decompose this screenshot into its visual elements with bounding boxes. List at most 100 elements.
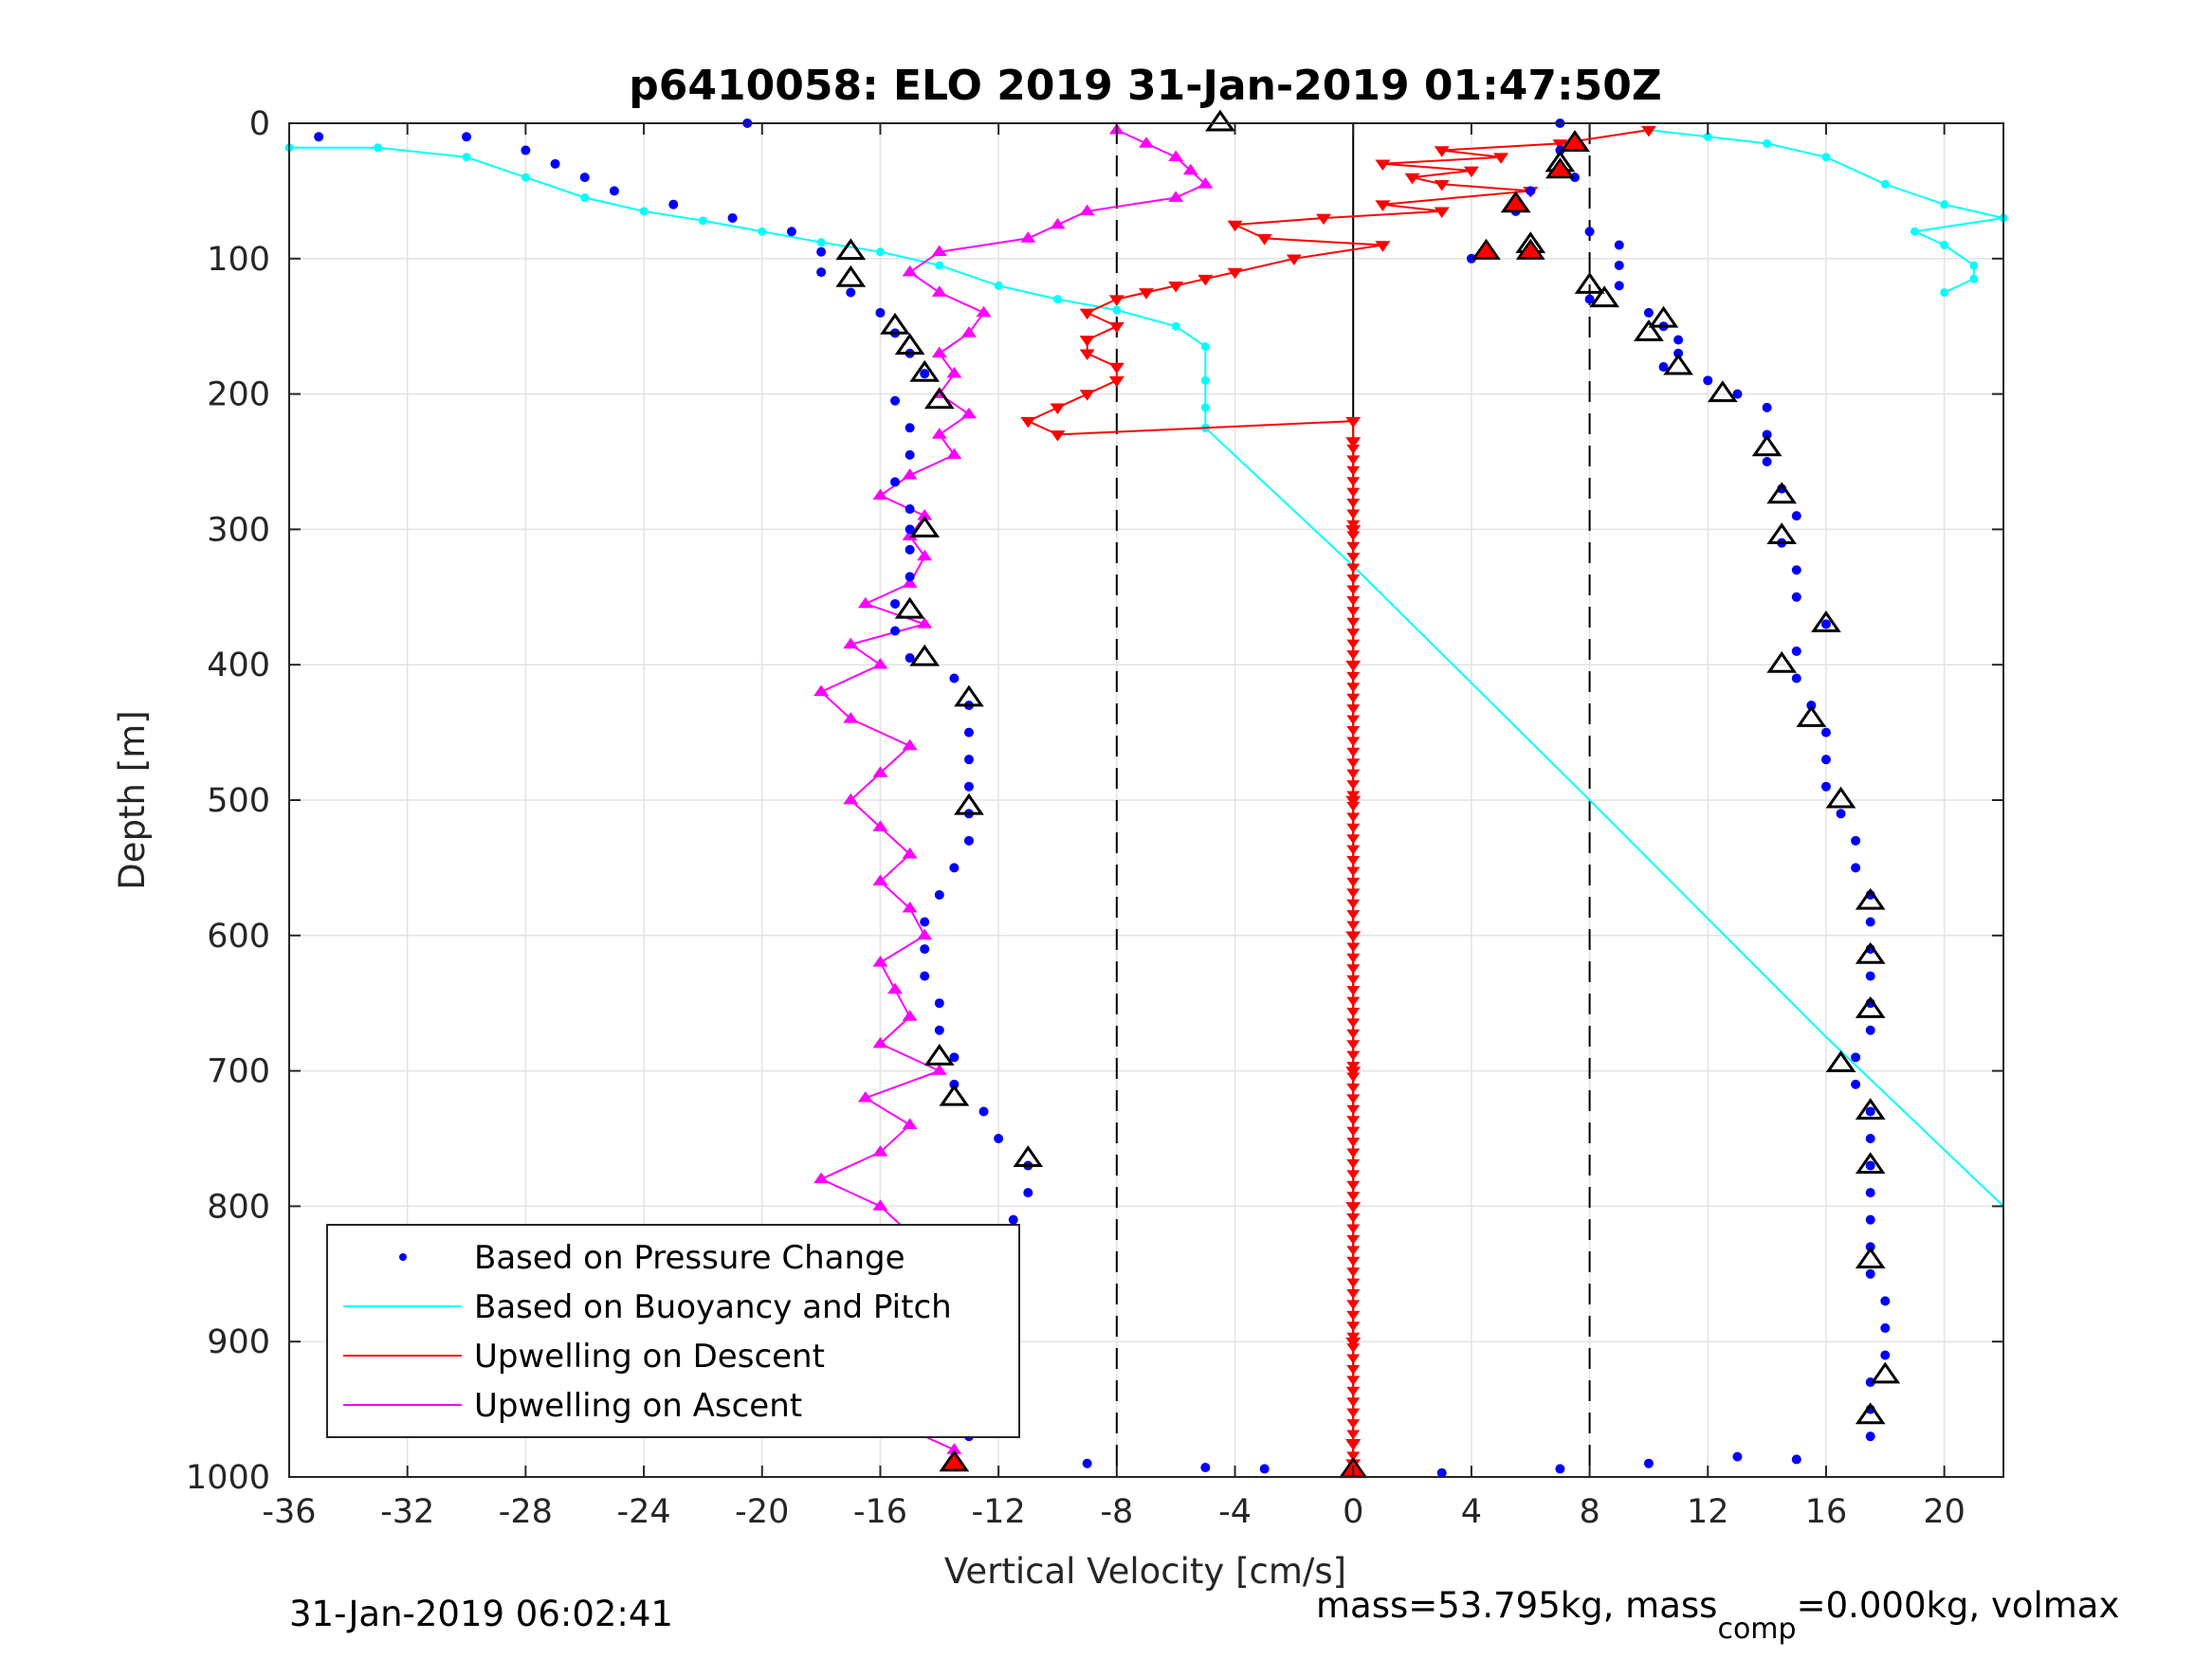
ascent-upwelling-point (902, 264, 918, 277)
ascent-upwelling-point (931, 245, 947, 256)
pressure-ascent-point (890, 395, 901, 406)
descent-upwelling-point (1493, 153, 1509, 164)
special-marker (1501, 191, 1531, 212)
descent-upwelling-column-point (1346, 812, 1361, 823)
x-tick-label: -32 (380, 1493, 434, 1531)
ensemble-descent-marker (1855, 996, 1886, 1018)
x-tick-label: -20 (735, 1493, 789, 1531)
descent-upwelling-column-point (1346, 1364, 1361, 1376)
ascent-upwelling-point (814, 684, 830, 697)
pressure-ascent-point (934, 998, 944, 1009)
descent-upwelling-column-point (1346, 1138, 1361, 1148)
ascent-upwelling-point (902, 1118, 918, 1130)
y-tick-label: 500 (207, 782, 270, 820)
buoyancy-point (875, 247, 885, 257)
ensemble-ascent-marker (909, 359, 941, 382)
pressure-ascent-point (905, 653, 915, 664)
descent-upwelling-column-point (1346, 649, 1361, 661)
ascent-upwelling-point (843, 712, 859, 723)
pressure-ascent-point (846, 287, 856, 298)
descent-upwelling-point (1079, 336, 1095, 347)
y-tick-label: 800 (207, 1188, 270, 1226)
ascent-upwelling-point (902, 1010, 918, 1021)
buoyancy-point (935, 261, 944, 270)
ascent-upwelling-point (960, 326, 977, 337)
descent-upwelling-point (1108, 321, 1124, 334)
pressure-ascent-point (963, 755, 974, 765)
buoyancy-point-upper-right (1880, 179, 1890, 189)
pressure-descent-point (1658, 362, 1669, 373)
ensemble-descent-marker (1870, 1361, 1901, 1384)
pressure-descent-point (1791, 511, 1801, 521)
descent-upwelling-column-point (1346, 801, 1361, 812)
buoyancy-point (816, 238, 826, 247)
descent-upwelling-point (1108, 295, 1124, 306)
descent-upwelling-column-point (1346, 509, 1361, 520)
pressure-ascent-point (905, 544, 915, 555)
descent-upwelling-column-point (1346, 1062, 1361, 1072)
descent-upwelling-column-point (1346, 541, 1361, 552)
ascent-upwelling-point (917, 928, 933, 940)
pressure-ascent-point (920, 369, 930, 379)
y-tick-label: 1000 (186, 1459, 270, 1497)
buoyancy-point-upper-right (1940, 241, 1949, 250)
ensemble-descent-marker (1825, 786, 1856, 809)
pressure-ascent-point (579, 173, 590, 183)
descent-upwelling-point (1079, 390, 1095, 401)
ensemble-ascent-marker (909, 516, 941, 538)
descent-upwelling-column-point (1346, 499, 1361, 509)
pressure-ascent-point (949, 1052, 960, 1063)
descent-upwelling-point (1345, 437, 1362, 448)
legend-label-buoyancy: Based on Buoyancy and Pitch (474, 1288, 952, 1326)
descent-upwelling-column-point (1346, 899, 1361, 909)
descent-upwelling-column-point (1346, 1234, 1361, 1245)
descent-upwelling-column-point (1346, 639, 1361, 649)
descent-upwelling-column-point (1346, 1332, 1361, 1342)
descent-upwelling-point (1434, 179, 1450, 191)
descent-upwelling-column-point (1346, 1354, 1361, 1364)
descent-upwelling-column-point (1346, 1180, 1361, 1191)
footer-mass-part2: =0.000kg, volmax (1797, 1585, 2120, 1626)
ascent-upwelling-point (1139, 137, 1154, 148)
buoyancy-point (698, 216, 707, 226)
pressure-descent-point (1570, 173, 1580, 183)
pressure-bottom-point (1791, 1454, 1801, 1465)
descent-upwelling-column-point (1346, 444, 1361, 455)
ensemble-descent-marker (1855, 941, 1886, 964)
descent-upwelling-column-point (1346, 1202, 1361, 1212)
buoyancy-point (462, 153, 471, 162)
descent-upwelling-column-point (1346, 1419, 1361, 1430)
x-tick-label: -8 (1100, 1493, 1133, 1531)
pressure-ascent-point (905, 572, 915, 582)
ensemble-descent-marker (1634, 319, 1664, 341)
legend-marker-pressure (399, 1253, 407, 1261)
x-tick-label: 20 (1923, 1493, 1965, 1531)
pressure-descent-point (1865, 1025, 1875, 1035)
ascent-upwelling-point (1050, 217, 1066, 229)
ascent-upwelling-point (872, 488, 888, 501)
descent-upwelling-column-point (1346, 1094, 1361, 1104)
pressure-descent-point (1820, 755, 1831, 765)
pressure-descent-point (1865, 1134, 1875, 1143)
x-tick-label: 8 (1579, 1493, 1600, 1531)
descent-upwelling-point (1227, 220, 1243, 232)
pressure-ascent-point (1008, 1214, 1018, 1225)
ascent-upwelling-point (931, 285, 947, 297)
pressure-ascent-point (462, 132, 472, 142)
descent-upwelling-column-point (1346, 1158, 1361, 1170)
y-axis-label: Depth [m] (112, 710, 153, 889)
pressure-ascent-point (905, 449, 915, 460)
buoyancy-point (374, 143, 383, 153)
pressure-ascent-point (949, 863, 960, 873)
descent-upwelling-column-point (1346, 1224, 1361, 1234)
pressure-ascent-point (934, 889, 944, 900)
footer-mass: mass=53.795kg, masscomp=0.000kg, volmax (1316, 1585, 2119, 1646)
ensemble-ascent-marker (835, 238, 867, 261)
pressure-descent-point (1865, 917, 1875, 927)
pressure-ascent-point (920, 944, 930, 955)
ascent-upwelling-point (902, 902, 918, 913)
descent-upwelling-column-point (1346, 574, 1361, 585)
buoyancy-point (1171, 321, 1180, 331)
descent-upwelling-point (1256, 234, 1272, 246)
legend-label-ascent: Upwelling on Ascent (474, 1387, 802, 1425)
